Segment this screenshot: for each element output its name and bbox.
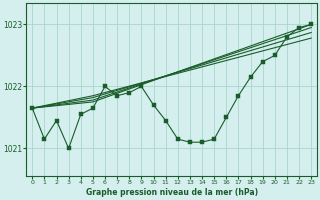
X-axis label: Graphe pression niveau de la mer (hPa): Graphe pression niveau de la mer (hPa) (86, 188, 258, 197)
